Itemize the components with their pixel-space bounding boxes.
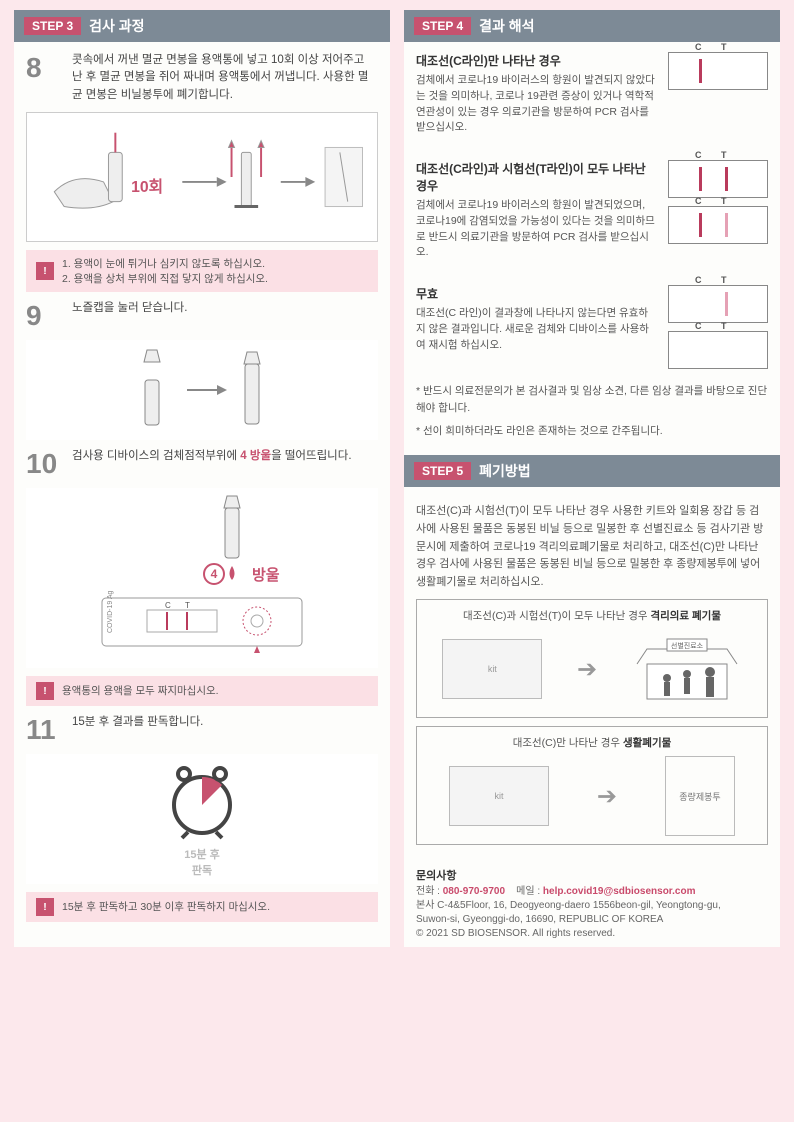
- step9-num: 9: [26, 300, 62, 332]
- contact-email[interactable]: help.covid19@sdbiosensor.com: [543, 886, 696, 897]
- step11-row: 11 15분 후 결과를 판독합니다.: [26, 714, 378, 746]
- note-2: * 선이 희미하더라도 라인은 존재하는 것으로 간주됩니다.: [416, 423, 768, 440]
- step4-title: 결과 해석: [479, 16, 534, 36]
- disposal-box-1: 대조선(C)과 시험선(T)이 모두 나타난 경우 격리의료 폐기물 kit ➔…: [416, 599, 768, 718]
- r3-title: 무효: [416, 285, 656, 302]
- svg-text:방울: 방울: [252, 566, 280, 584]
- svg-text:C: C: [165, 601, 171, 610]
- step9-row: 9 노즐캡을 눌러 닫습니다.: [26, 300, 378, 332]
- clock-icon: [162, 760, 242, 840]
- disp2-header: 대조선(C)만 나타난 경우 생활폐기물: [425, 735, 759, 750]
- arrow-icon: ➔: [597, 782, 617, 811]
- step8-text: 콧속에서 꺼낸 멸균 면봉을 용액통에 넣고 10회 이상 저어주고 난 후 멸…: [72, 52, 378, 104]
- warn3-text: 15분 후 판독하고 30분 이후 판독하지 마십시오.: [62, 899, 270, 914]
- disp1-header: 대조선(C)과 시험선(T)이 모두 나타난 경우 격리의료 폐기물: [425, 608, 759, 623]
- step3-content: 8 콧속에서 꺼낸 멸균 면봉을 용액통에 넣고 10회 이상 저어주고 난 후…: [14, 42, 390, 940]
- contact-title: 문의사항: [416, 869, 768, 884]
- test-cassette: CT: [668, 160, 768, 198]
- clinic-icon: 선별진료소: [632, 634, 742, 704]
- r3-body: 대조선(C 라인)이 결과창에 나타나지 않는다면 유효하지 않은 결과입니다.…: [416, 306, 656, 353]
- warn1-line1: 1. 용액이 눈에 튀거나 심키지 않도록 하십시오.: [62, 256, 268, 271]
- step10-row: 10 검사용 디바이스의 검체점적부위에 4 방울을 떨어뜨립니다.: [26, 448, 378, 480]
- svg-text:4: 4: [211, 567, 218, 581]
- step5-tag: STEP 5: [414, 462, 471, 480]
- clock-label: 15분 후 판독: [184, 846, 220, 878]
- kit-icon: kit: [442, 639, 542, 699]
- test-cassette: CT: [668, 285, 768, 323]
- step5-title: 폐기방법: [479, 461, 531, 481]
- right-column: STEP 4 결과 해석 대조선(C라인)만 나타난 경우 검체에서 코로나19…: [404, 10, 780, 947]
- step3-header: STEP 3 검사 과정: [14, 10, 390, 42]
- note-1: * 반드시 의료전문의가 본 검사결과 및 임상 소견, 다른 임상 결과를 바…: [416, 383, 768, 417]
- warn1-line2: 2. 용액을 상처 부위에 직접 닿지 않게 하십시오.: [62, 271, 268, 286]
- step11-text: 15분 후 결과를 판독합니다.: [72, 714, 378, 746]
- r1-body: 검체에서 코로나19 바이러스의 항원이 발견되지 않았다는 것을 의미하나, …: [416, 73, 656, 136]
- svg-text:선별진료소: 선별진료소: [671, 641, 704, 650]
- addr-1: 본사 C-4&5Floor, 16, Deogyeong-daero 1556b…: [416, 899, 768, 913]
- step4-tag: STEP 4: [414, 17, 471, 35]
- disposal-body: 대조선(C)과 시험선(T)이 모두 나타난 경우 사용한 키트와 일회용 장갑…: [416, 503, 768, 591]
- svg-text:T: T: [185, 601, 190, 610]
- footer-contact: 문의사항 전화 : 080-970-9700 메일 : help.covid19…: [404, 863, 780, 946]
- step3-tag: STEP 3: [24, 17, 81, 35]
- step4-header: STEP 4 결과 해석: [404, 10, 780, 42]
- test-cassette: CT: [668, 206, 768, 244]
- test-cassette: CT: [668, 331, 768, 369]
- svg-text:COVID-19 Ag: COVID-19 Ag: [107, 590, 114, 633]
- step10-num: 10: [26, 448, 62, 480]
- r1-cassettes: CT: [668, 52, 768, 146]
- test-cassette: CT: [668, 52, 768, 90]
- step5-header: STEP 5 폐기방법: [404, 455, 780, 487]
- r3-cassettes: CT CT: [668, 285, 768, 369]
- r2-body: 검체에서 코로나19 바이러스의 항원이 발견되었으며, 코로나19에 감염되었…: [416, 198, 656, 261]
- alert-icon: !: [36, 898, 54, 916]
- kit-icon: kit: [449, 766, 549, 826]
- step8-illustration: 10회: [26, 112, 378, 242]
- arrow-icon: ➔: [577, 655, 597, 684]
- step10-illustration: 4 방울 C T COVID-19 Ag: [26, 488, 378, 668]
- left-column: STEP 3 검사 과정 8 콧속에서 꺼낸 멸균 면봉을 용액통에 넣고 10…: [14, 10, 390, 947]
- result-negative: 대조선(C라인)만 나타난 경우 검체에서 코로나19 바이러스의 항원이 발견…: [416, 52, 768, 146]
- step8-count-label: 10회: [131, 177, 163, 196]
- disposal-box-2: 대조선(C)만 나타난 경우 생활폐기물 kit ➔ 종량제봉투: [416, 726, 768, 845]
- step8-row: 8 콧속에서 꺼낸 멸균 면봉을 용액통에 넣고 10회 이상 저어주고 난 후…: [26, 52, 378, 104]
- warning-2: ! 용액통의 용액을 모두 짜지마십시오.: [26, 676, 378, 706]
- warning-1: ! 1. 용액이 눈에 튀거나 심키지 않도록 하십시오. 2. 용액을 상처 …: [26, 250, 378, 292]
- step5-content: 대조선(C)과 시험선(T)이 모두 나타난 경우 사용한 키트와 일회용 장갑…: [404, 487, 780, 863]
- r1-title: 대조선(C라인)만 나타난 경우: [416, 52, 656, 69]
- contact-phone[interactable]: 080-970-9700: [443, 886, 505, 897]
- alert-icon: !: [36, 262, 54, 280]
- trash-bag-icon: 종량제봉투: [665, 756, 735, 836]
- result-invalid: 무효 대조선(C 라인)이 결과창에 나타나지 않는다면 유효하지 않은 결과입…: [416, 285, 768, 369]
- step9-text: 노즐캡을 눌러 닫습니다.: [72, 300, 378, 332]
- addr-2: Suwon-si, Gyeonggi-do, 16690, REPUBLIC O…: [416, 913, 768, 927]
- step3-title: 검사 과정: [89, 16, 144, 36]
- step8-num: 8: [26, 52, 62, 104]
- contact-line: 전화 : 080-970-9700 메일 : help.covid19@sdbi…: [416, 885, 768, 899]
- step9-illustration: [26, 340, 378, 440]
- step11-num: 11: [26, 714, 62, 746]
- copyright: © 2021 SD BIOSENSOR. All rights reserved…: [416, 927, 768, 941]
- step11-illustration: 15분 후 판독: [26, 754, 378, 884]
- step10-text: 검사용 디바이스의 검체점적부위에 4 방울을 떨어뜨립니다.: [72, 448, 378, 480]
- r2-cassettes: CT CT: [668, 160, 768, 271]
- alert-icon: !: [36, 682, 54, 700]
- page: STEP 3 검사 과정 8 콧속에서 꺼낸 멸균 면봉을 용액통에 넣고 10…: [0, 0, 794, 957]
- step4-content: 대조선(C라인)만 나타난 경우 검체에서 코로나19 바이러스의 항원이 발견…: [404, 42, 780, 455]
- result-positive: 대조선(C라인)과 시험선(T라인)이 모두 나타난 경우 검체에서 코로나19…: [416, 160, 768, 271]
- warning-3: ! 15분 후 판독하고 30분 이후 판독하지 마십시오.: [26, 892, 378, 922]
- warn2-text: 용액통의 용액을 모두 짜지마십시오.: [62, 683, 219, 698]
- r2-title: 대조선(C라인)과 시험선(T라인)이 모두 나타난 경우: [416, 160, 656, 194]
